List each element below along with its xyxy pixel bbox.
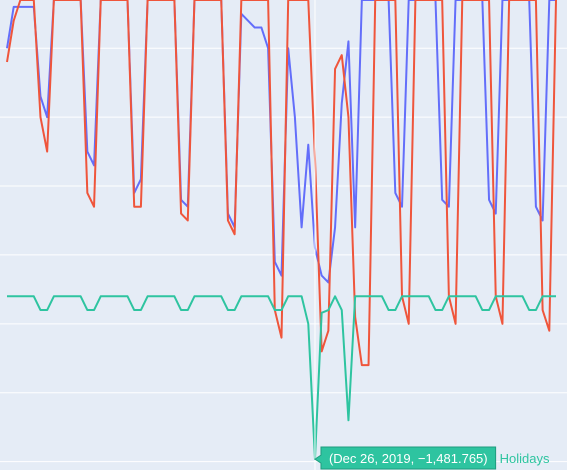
series-layer: [6, 0, 557, 461]
tooltip-box: [314, 446, 497, 470]
grid-lines: [0, 47, 567, 463]
tooltip-text: (Dec 26, 2019, −1,481.765): [329, 451, 488, 466]
series-line-2: [7, 295, 556, 461]
hover-tooltip: (Dec 26, 2019, −1,481.765) Holidays: [314, 446, 550, 470]
series-line-1: [6, 0, 557, 367]
tooltip-series-name: Holidays: [500, 451, 550, 466]
